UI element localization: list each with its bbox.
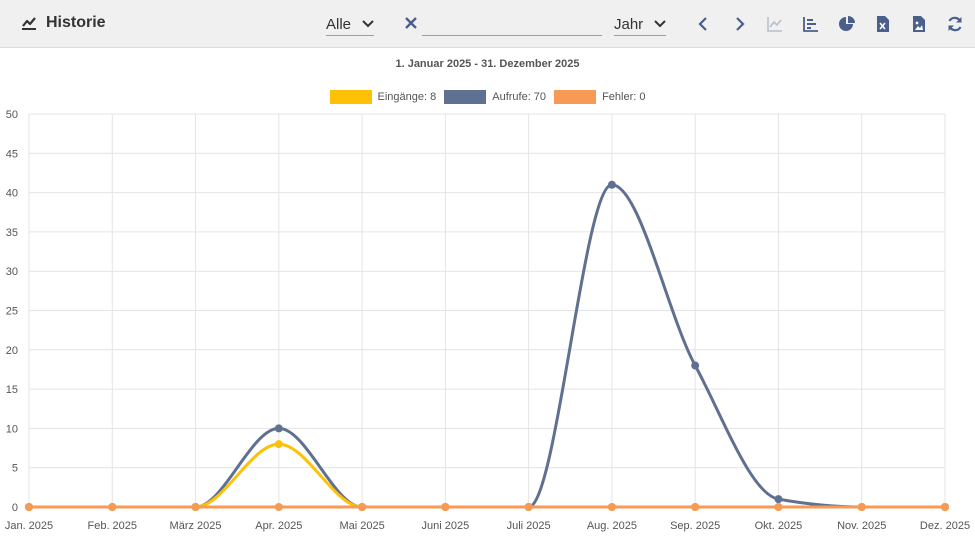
data-point-aufrufe [607, 180, 616, 189]
data-point-eingaenge [274, 440, 283, 449]
y-tick-label: 50 [6, 109, 18, 121]
data-point-fehler [857, 503, 866, 511]
data-point-fehler [691, 503, 700, 511]
period-select[interactable]: Jahr [614, 13, 666, 36]
chevron-left-icon[interactable] [694, 15, 712, 33]
x-tick-label: Mai 2025 [339, 520, 384, 532]
chart-line-icon [22, 17, 36, 30]
data-point-fehler [607, 503, 616, 511]
chevron-down-icon [362, 20, 374, 28]
data-point-fehler [941, 503, 949, 511]
chevron-down-icon [654, 20, 666, 28]
x-tick-label: Apr. 2025 [255, 520, 302, 532]
y-tick-label: 0 [12, 502, 18, 514]
series-line-eingaenge [29, 442, 945, 509]
close-icon[interactable] [404, 16, 418, 30]
y-tick-label: 45 [6, 148, 18, 160]
y-tick-label: 35 [6, 227, 18, 239]
data-point-fehler [191, 503, 200, 511]
data-point-fehler [441, 503, 450, 511]
legend-item-aufrufe[interactable]: Aufrufe: 70 [444, 90, 546, 104]
y-tick-label: 25 [6, 306, 18, 318]
legend-label-eingaenge: Eingänge: 8 [377, 91, 437, 103]
chart-legend: Eingänge: 8 Aufrufe: 70 Fehler: 0 [0, 90, 975, 104]
pie-chart-icon[interactable] [838, 15, 856, 33]
y-tick-label: 5 [12, 463, 18, 475]
series-line-aufrufe [29, 183, 945, 509]
y-tick-label: 40 [6, 188, 18, 200]
toolbar: Historie Alle Jahr [0, 0, 975, 48]
data-point-aufrufe [774, 495, 783, 504]
y-tick-label: 10 [6, 423, 18, 435]
legend-label-aufrufe: Aufrufe: 70 [492, 91, 547, 103]
line-chart-icon[interactable] [766, 15, 784, 33]
x-tick-label: Juli 2025 [507, 520, 551, 532]
excel-file-icon[interactable] [874, 15, 892, 33]
data-point-fehler [274, 503, 283, 511]
x-tick-label: Juni 2025 [422, 520, 470, 532]
search-input[interactable] [422, 13, 602, 36]
y-tick-label: 30 [6, 266, 18, 278]
x-tick-label: Jan. 2025 [5, 520, 53, 532]
data-point-aufrufe [274, 424, 283, 433]
legend-item-eingaenge[interactable]: Eingänge: 8 [329, 90, 437, 104]
legend-swatch-aufrufe [444, 90, 487, 104]
period-select-value: Jahr [614, 15, 644, 33]
x-tick-label: Okt. 2025 [755, 520, 803, 532]
legend-swatch-fehler [554, 90, 597, 104]
legend-label-fehler: Fehler: 0 [602, 91, 646, 103]
data-point-fehler [524, 503, 533, 511]
data-point-fehler [774, 503, 783, 511]
data-point-fehler [358, 503, 367, 511]
x-tick-label: März 2025 [170, 520, 222, 532]
y-tick-label: 20 [6, 345, 18, 357]
x-tick-label: Aug. 2025 [587, 520, 637, 532]
data-point-aufrufe [691, 361, 700, 370]
bar-chart-icon[interactable] [802, 15, 820, 33]
legend-swatch-eingaenge [329, 90, 372, 104]
chart-title: 1. Januar 2025 - 31. Dezember 2025 [395, 58, 580, 70]
line-chart: 0 5 10 15 20 25 30 35 40 45 50 Jan. 2025 Feb. 2025 Mä… [5, 109, 970, 532]
chevron-right-icon[interactable] [731, 15, 749, 33]
filter-select-value: Alle [326, 15, 352, 33]
page-title: Historie [46, 14, 106, 31]
x-tick-label: Feb. 2025 [87, 520, 137, 532]
legend-item-fehler[interactable]: Fehler: 0 [554, 90, 645, 104]
data-point-fehler [25, 503, 33, 511]
title-group: Historie [20, 14, 106, 32]
filter-select[interactable]: Alle [326, 13, 374, 36]
x-tick-label: Sep. 2025 [670, 520, 720, 532]
refresh-icon[interactable] [946, 15, 964, 33]
image-file-icon[interactable] [910, 15, 928, 33]
y-tick-label: 15 [6, 384, 18, 396]
x-tick-label: Dez. 2025 [920, 520, 970, 532]
x-tick-label: Nov. 2025 [837, 520, 886, 532]
data-point-fehler [108, 503, 117, 511]
